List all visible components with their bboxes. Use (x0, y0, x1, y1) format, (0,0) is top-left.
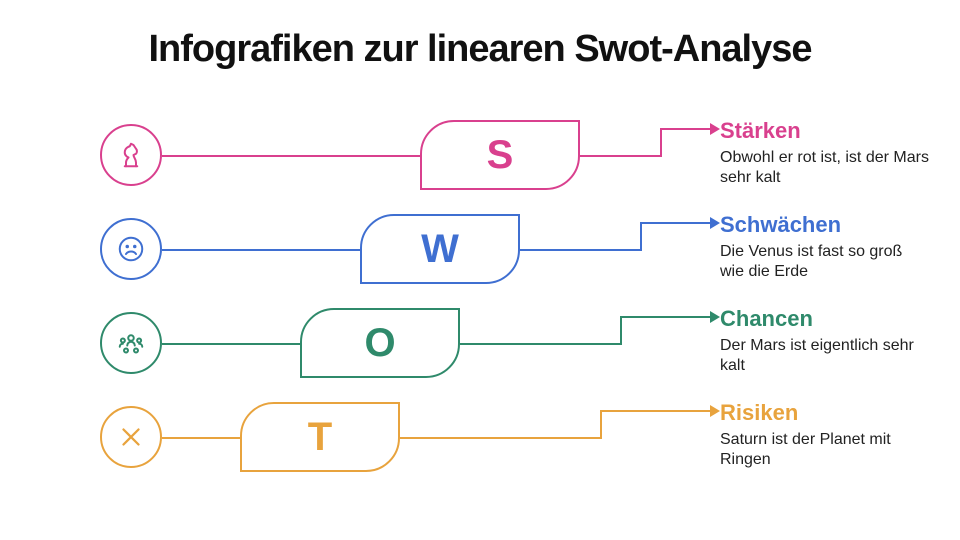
swot-letter-plaque: W (360, 214, 520, 284)
arrow-head-icon (710, 217, 720, 229)
swot-row-t: T Risiken Saturn ist der Planet mit Ringen (0, 392, 960, 482)
swot-description: Die Venus ist fast so groß wie die Erde (720, 242, 930, 282)
swot-description: Obwohl er rot ist, ist der Mars sehr kal… (720, 148, 930, 188)
arrow-segment (400, 437, 600, 439)
swot-heading: Risiken (720, 400, 930, 426)
cross-icon (100, 406, 162, 468)
connector-line (162, 155, 420, 157)
arrow-segment (640, 222, 710, 224)
sad-icon (100, 218, 162, 280)
arrow-segment (580, 155, 660, 157)
arrow-segment (600, 410, 710, 412)
swot-letter: S (487, 133, 514, 178)
swot-text-block: Risiken Saturn ist der Planet mit Ringen (720, 400, 930, 470)
swot-letter-plaque: T (240, 402, 400, 472)
swot-row-w: W Schwächen Die Venus ist fast so groß wie… (0, 204, 960, 294)
swot-description: Der Mars ist eigentlich sehr kalt (720, 336, 930, 376)
swot-description: Saturn ist der Planet mit Ringen (720, 430, 930, 470)
swot-letter-plaque: O (300, 308, 460, 378)
swot-text-block: Stärken Obwohl er rot ist, ist der Mars s… (720, 118, 930, 188)
connector-line (162, 437, 240, 439)
arrow-head-icon (710, 311, 720, 323)
arrow-segment (460, 343, 620, 345)
arrow-segment (660, 128, 662, 157)
swot-letter: W (421, 227, 459, 272)
swot-heading: Stärken (720, 118, 930, 144)
swot-heading: Chancen (720, 306, 930, 332)
arrow-segment (520, 249, 640, 251)
people-icon (100, 312, 162, 374)
swot-text-block: Chancen Der Mars ist eigentlich sehr kalt (720, 306, 930, 376)
swot-letter: O (364, 321, 395, 366)
swot-letter: T (308, 415, 332, 460)
connector-line (162, 249, 360, 251)
arrow-segment (620, 316, 622, 345)
swot-row-s: S Stärken Obwohl er rot ist, ist der Mars … (0, 110, 960, 200)
arrow-segment (660, 128, 710, 130)
swot-text-block: Schwächen Die Venus ist fast so groß wie … (720, 212, 930, 282)
arrow-head-icon (710, 123, 720, 135)
swot-row-o: O Chancen Der Mars ist eigentlich sehr kal… (0, 298, 960, 388)
page-title: Infografiken zur linearen Swot-Analyse (0, 28, 960, 71)
arrow-head-icon (710, 405, 720, 417)
swot-stage: S Stärken Obwohl er rot ist, ist der Mars … (0, 110, 960, 510)
swot-heading: Schwächen (720, 212, 930, 238)
arrow-segment (640, 222, 642, 251)
arrow-segment (600, 410, 602, 439)
knight-icon (100, 124, 162, 186)
swot-letter-plaque: S (420, 120, 580, 190)
connector-line (162, 343, 300, 345)
arrow-segment (620, 316, 710, 318)
